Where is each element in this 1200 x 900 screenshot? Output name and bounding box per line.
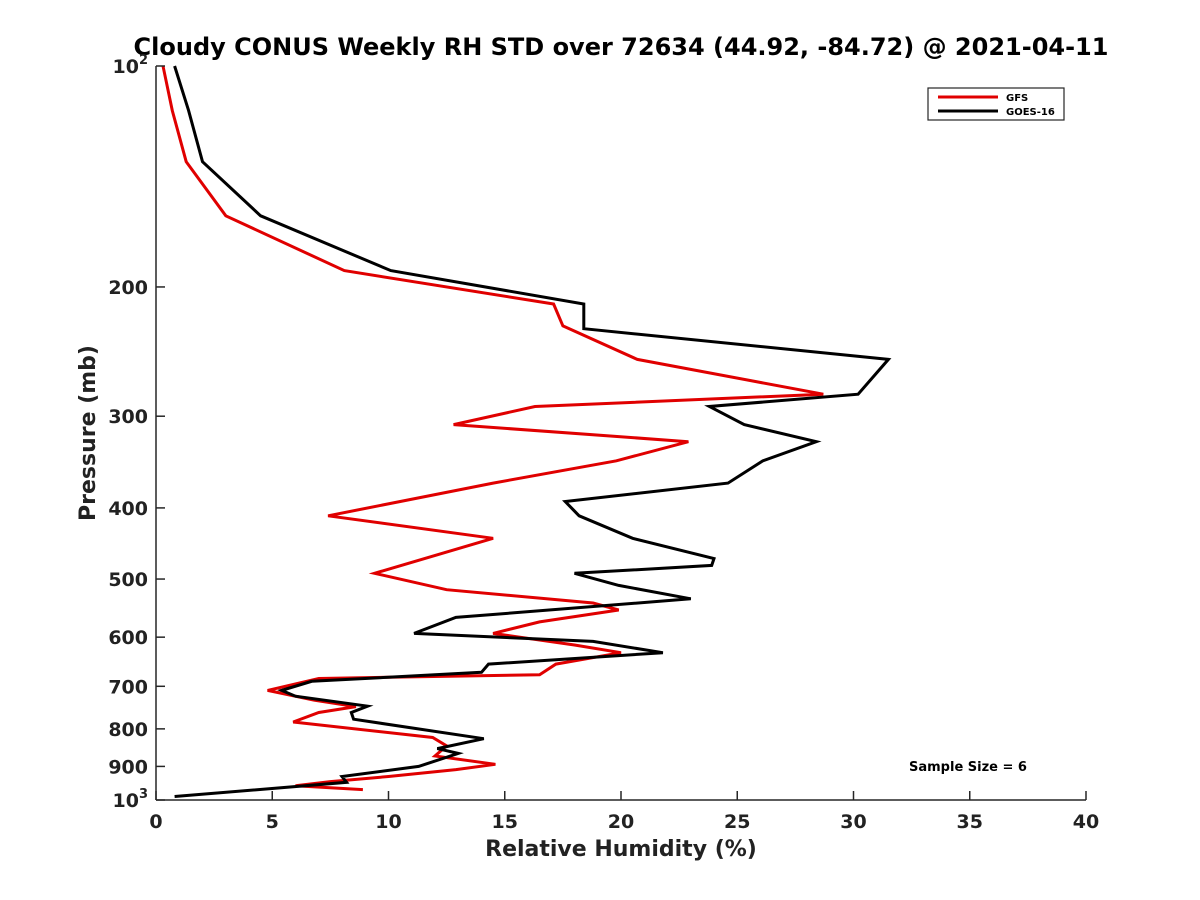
x-tick-label: 35 — [957, 811, 983, 833]
y-tick-label: 400 — [108, 498, 148, 520]
series-line-goes-16 — [173, 65, 892, 798]
legend-box — [927, 87, 1065, 121]
legend-entry: GOES-16 — [1006, 107, 1055, 118]
plot-area — [156, 66, 1086, 800]
x-tick-label: 20 — [608, 811, 634, 833]
x-tick-label: 25 — [724, 811, 750, 833]
chart-title: Cloudy CONUS Weekly RH STD over 72634 (4… — [134, 33, 1109, 61]
x-axis: 0 5 10 15 20 25 30 35 40 — [149, 791, 1099, 833]
y-tick-label: 900 — [108, 756, 148, 778]
series-line-gfs — [161, 65, 824, 792]
y-tick-label: 800 — [108, 719, 148, 741]
x-tick-label: 10 — [375, 811, 401, 833]
x-tick-label: 40 — [1073, 811, 1099, 833]
y-tick-label: 300 — [108, 406, 148, 428]
y-tick-label: 700 — [108, 676, 148, 698]
x-axis-label: Relative Humidity (%) — [485, 837, 757, 862]
plot-frame — [156, 66, 1086, 800]
sample-size-annotation: Sample Size = 6 — [909, 760, 1027, 775]
y-tick-label: 600 — [108, 627, 148, 649]
x-tick-label: 5 — [266, 811, 279, 833]
x-tick-label: 0 — [149, 811, 162, 833]
x-tick-label: 30 — [840, 811, 866, 833]
series-layer — [161, 65, 892, 798]
y-tick-label: 200 — [108, 277, 148, 299]
y-axis-label: Pressure (mb) — [76, 345, 101, 521]
y-tick-label: 500 — [108, 569, 148, 591]
y-tick-label: 102 — [113, 53, 149, 78]
y-tick-label: 103 — [113, 787, 149, 812]
x-tick-label: 15 — [492, 811, 518, 833]
legend: GFS GOES-16 — [927, 87, 1065, 121]
legend-entry: GFS — [1006, 93, 1028, 104]
y-axis: 102 200 300 400 500 600 700 800 900 103 — [108, 53, 165, 812]
